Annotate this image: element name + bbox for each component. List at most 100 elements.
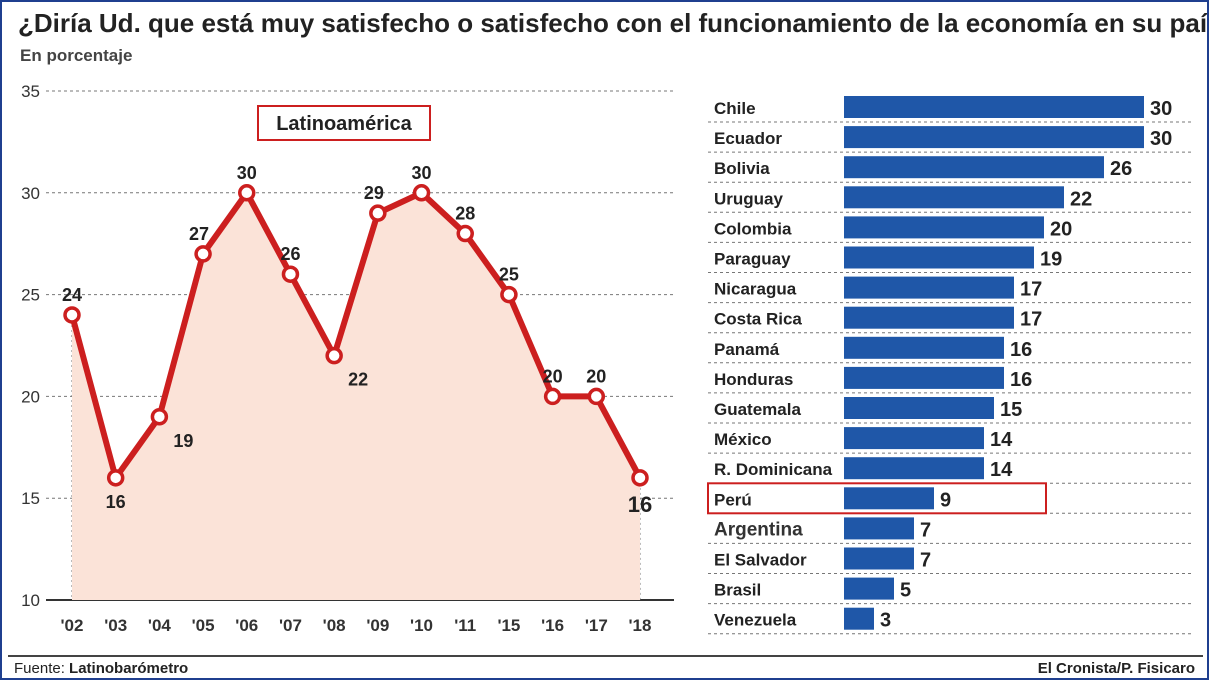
line-y-tick-label: 10 — [21, 591, 40, 610]
line-point — [325, 346, 343, 365]
line-x-tick-label: '07 — [279, 616, 302, 635]
line-x-tick-label: '11 — [454, 616, 476, 635]
bar-category-label: Colombia — [714, 219, 792, 238]
line-series-path — [69, 189, 643, 481]
bar-category-label: Venezuela — [714, 611, 797, 630]
line-data-label: 20 — [543, 366, 563, 386]
bar — [844, 397, 994, 419]
line-chart-area — [72, 192, 640, 601]
line-x-tick-label: '08 — [323, 616, 346, 635]
bar-chart-bars — [844, 96, 1144, 630]
bar-category-label: Honduras — [714, 370, 793, 389]
bar — [844, 306, 1014, 329]
line-point — [456, 224, 474, 243]
bar-value-label: 30 — [1150, 98, 1172, 120]
bar-category-label: Paraguay — [714, 250, 791, 269]
line-y-tick-label: 30 — [21, 184, 40, 203]
line-data-label: 30 — [237, 163, 257, 183]
bar-value-label: 16 — [1010, 339, 1032, 361]
bar-value-label: 22 — [1070, 188, 1092, 210]
bar — [844, 577, 894, 600]
line-data-label: 27 — [189, 224, 209, 244]
chart-title: ¿Diría Ud. que está muy satisfecho o sat… — [18, 8, 1209, 38]
line-chart-legend-box — [257, 105, 431, 141]
bar-value-label: 14 — [990, 429, 1013, 451]
footer-credit: El Cronista/P. Fisicaro — [1037, 660, 1195, 677]
bar-category-label: Panamá — [714, 340, 780, 359]
line-data-label: 20 — [586, 366, 606, 386]
bar-value-label: 20 — [1050, 218, 1072, 240]
line-y-tick-label: 25 — [21, 286, 40, 305]
bar — [844, 366, 1004, 389]
line-point — [631, 469, 649, 487]
bar-value-label: 5 — [900, 580, 911, 602]
line-x-tick-label: '05 — [192, 616, 215, 635]
bar-category-label: Perú — [714, 490, 752, 509]
bar — [844, 186, 1064, 209]
chart-subtitle: En porcentaje — [20, 46, 133, 65]
bar-value-label: 3 — [880, 610, 891, 632]
bar-category-label: El Salvador — [714, 551, 807, 570]
line-y-tick-label: 20 — [21, 387, 40, 406]
line-point — [238, 184, 256, 202]
line-point — [500, 285, 518, 304]
bar-value-label: 7 — [920, 519, 931, 541]
bar-highlight-box — [707, 482, 1047, 515]
bar-category-label: Ecuador — [714, 129, 782, 148]
bar-category-label: R. Dominicana — [714, 460, 833, 479]
bar-category-label: Bolivia — [714, 159, 770, 178]
bar — [844, 607, 874, 630]
line-x-tick-label: '09 — [366, 616, 389, 635]
line-data-label: 25 — [499, 265, 519, 285]
bar — [844, 427, 984, 450]
bar — [844, 246, 1034, 269]
bar-category-label: Nicaragua — [714, 280, 797, 299]
bar-value-label: 15 — [1000, 399, 1022, 421]
line-x-tick-label: '02 — [61, 616, 84, 635]
line-x-tick-label: '17 — [585, 616, 608, 635]
line-data-label: 22 — [348, 370, 368, 390]
line-chart-legend: Latinoamérica — [257, 105, 431, 141]
line-data-label: 16 — [628, 492, 652, 517]
bar — [844, 487, 934, 510]
bar — [844, 156, 1104, 179]
bar-value-label: 26 — [1110, 158, 1132, 180]
bar-value-label: 7 — [920, 550, 931, 572]
line-point — [63, 306, 81, 324]
line-point — [543, 387, 562, 406]
line-y-tick-label: 15 — [21, 489, 40, 508]
line-point — [150, 408, 169, 426]
line-chart-series — [63, 184, 649, 487]
line-chart-legend-label: Latinoamérica — [276, 113, 412, 135]
footer-source: Fuente: Latinobarómetro — [14, 660, 188, 677]
bar-category-label: Uruguay — [714, 189, 784, 208]
line-data-label: 29 — [364, 183, 384, 203]
line-data-label: 28 — [455, 204, 475, 224]
bar — [844, 547, 914, 570]
line-x-tick-label: '16 — [541, 616, 564, 635]
line-y-tick-label: 35 — [21, 82, 40, 101]
footer-divider — [8, 655, 1203, 657]
line-data-label: 26 — [280, 244, 300, 264]
line-point — [369, 204, 387, 222]
bar-chart: Chile 30 Ecuador 30 Bolivia 26 Uruguay 22 Colomb… — [707, 96, 1192, 635]
bar-value-label: 16 — [1010, 369, 1032, 391]
line-point — [281, 265, 300, 283]
line-point — [587, 387, 606, 406]
line-point — [194, 245, 212, 263]
source-name: Latinobarómetro — [69, 660, 189, 677]
bar-value-label: 9 — [940, 489, 951, 511]
line-point — [106, 469, 125, 487]
line-area-fill — [72, 192, 640, 601]
bar-value-label: 19 — [1040, 249, 1062, 271]
line-data-label: 30 — [412, 163, 432, 183]
bar-value-label: 14 — [990, 459, 1013, 481]
line-x-tick-label: '04 — [148, 616, 171, 635]
bar-category-label: Guatemala — [714, 400, 801, 419]
bar-chart-grid — [707, 121, 1192, 635]
line-x-tick-label: '15 — [497, 616, 520, 635]
bar-category-label: Costa Rica — [714, 310, 802, 329]
bar-category-label: México — [714, 430, 772, 449]
line-point — [412, 184, 431, 202]
